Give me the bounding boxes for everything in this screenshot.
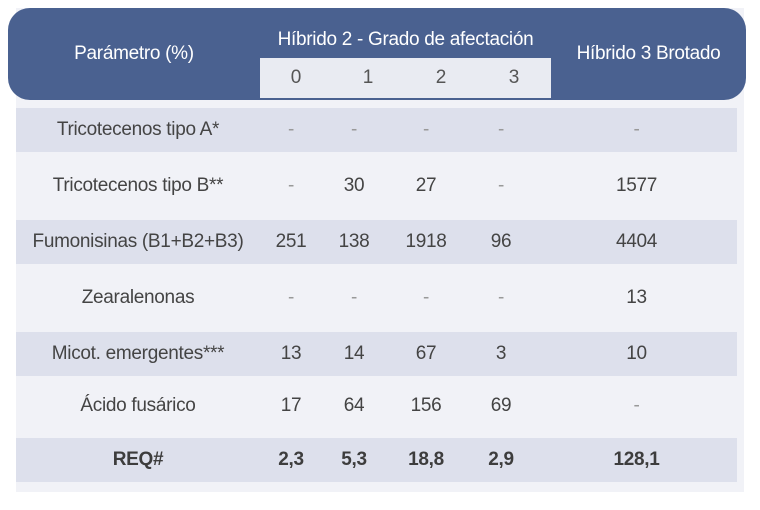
grade-subheader — [260, 58, 551, 98]
value-grade-2: 156 — [410, 395, 442, 416]
value-grade-0: 251 — [275, 231, 307, 252]
value-grade-1: 14 — [343, 343, 365, 364]
value-grade-3: 69 — [490, 395, 512, 416]
value-grade-3: 96 — [490, 231, 512, 252]
value-grade-3: - — [497, 287, 505, 308]
table-row: Fumonisinas (B1+B2+B3) 251 138 1918 96 4… — [16, 220, 737, 264]
value-grade-2: - — [422, 119, 430, 140]
value-grade-2: 67 — [415, 343, 437, 364]
grade-1: 1 — [362, 67, 374, 88]
grade-3: 3 — [508, 67, 520, 88]
header-parametro: Parámetro (%) — [74, 43, 194, 64]
grade-0: 0 — [290, 67, 302, 88]
value-grade-0: 13 — [280, 343, 302, 364]
value-grade-0: - — [287, 175, 295, 196]
value-hibrido-3: 4404 — [615, 231, 658, 252]
value-grade-2: 1918 — [405, 231, 447, 252]
value-hibrido-3: - — [633, 395, 640, 416]
value-grade-2: 27 — [415, 175, 437, 196]
value-grade-0: 2,3 — [278, 449, 304, 470]
table-row: Tricotecenos tipo A* - - - - - — [16, 108, 737, 152]
table-row: Micot. emergentes*** 13 14 67 3 10 — [16, 332, 737, 376]
row-label: Micot. emergentes*** — [51, 343, 225, 364]
value-grade-1: - — [350, 287, 358, 308]
value-grade-0: - — [287, 287, 295, 308]
value-grade-0: - — [287, 119, 295, 140]
value-hibrido-3: 128,1 — [613, 449, 660, 470]
value-grade-3: - — [497, 119, 505, 140]
table-row: Tricotecenos tipo B** - 30 27 - 1577 — [16, 164, 737, 208]
value-grade-1: 64 — [343, 395, 365, 416]
value-hibrido-3: 13 — [626, 287, 647, 308]
value-hibrido-3: 1577 — [615, 175, 658, 196]
value-grade-1: - — [350, 119, 358, 140]
table-row: Ácido fusárico 17 64 156 69 - — [16, 384, 737, 428]
value-grade-3: 2,9 — [488, 449, 514, 470]
value-hibrido-3: 10 — [626, 343, 647, 364]
value-grade-1: 30 — [343, 175, 365, 196]
value-grade-3: 3 — [495, 343, 507, 364]
header-hibrido-2: Híbrido 2 - Grado de afectación — [277, 29, 534, 50]
grade-2: 2 — [435, 67, 447, 88]
header-hibrido-3: Híbrido 3 Brotado — [576, 43, 721, 64]
row-label: Tricotecenos tipo A* — [56, 119, 220, 140]
value-grade-1: 138 — [338, 231, 370, 252]
value-grade-2: 18,8 — [408, 449, 444, 470]
table-row: Zearalenonas - - - - 13 — [16, 276, 737, 320]
value-grade-0: 17 — [280, 395, 302, 416]
table-row-req: REQ# 2,3 5,3 18,8 2,9 128,1 — [16, 438, 737, 482]
row-label: Ácido fusárico — [80, 395, 196, 416]
row-label: Fumonisinas (B1+B2+B3) — [32, 231, 244, 252]
value-grade-1: 5,3 — [341, 449, 367, 470]
row-label: Tricotecenos tipo B** — [52, 175, 224, 196]
row-label: REQ# — [112, 449, 164, 470]
value-grade-3: - — [497, 175, 505, 196]
value-grade-2: - — [422, 287, 430, 308]
value-hibrido-3: - — [633, 119, 640, 140]
table-header: Parámetro (%) Híbrido 2 - Grado de afect… — [8, 8, 746, 100]
row-label: Zearalenonas — [81, 287, 195, 308]
